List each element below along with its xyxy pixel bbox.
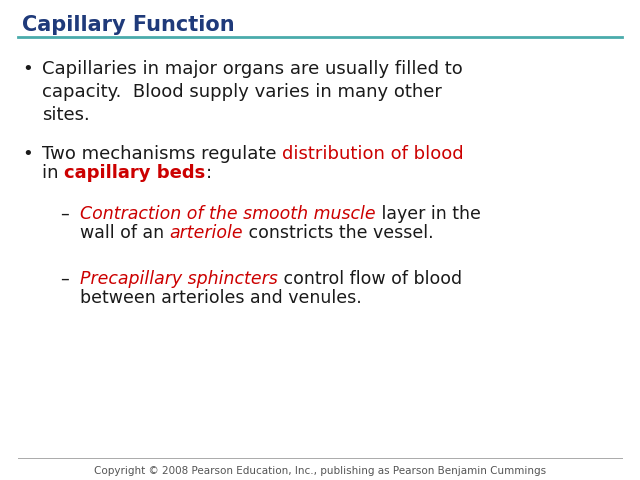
Text: Copyright © 2008 Pearson Education, Inc., publishing as Pearson Benjamin Cumming: Copyright © 2008 Pearson Education, Inc.…: [94, 466, 546, 476]
Text: layer in the: layer in the: [376, 205, 481, 223]
Text: Two mechanisms regulate: Two mechanisms regulate: [42, 145, 282, 163]
Text: Contraction of the smooth muscle: Contraction of the smooth muscle: [80, 205, 376, 223]
Text: arteriole: arteriole: [170, 224, 243, 242]
Text: –: –: [60, 205, 68, 223]
Text: wall of an: wall of an: [80, 224, 170, 242]
Text: Precapillary sphincters: Precapillary sphincters: [80, 270, 278, 288]
Text: Capillaries in major organs are usually filled to
capacity.  Blood supply varies: Capillaries in major organs are usually …: [42, 60, 463, 124]
Text: constricts the vessel.: constricts the vessel.: [243, 224, 434, 242]
Text: •: •: [22, 60, 33, 78]
Text: control flow of blood: control flow of blood: [278, 270, 462, 288]
Text: between arterioles and venules.: between arterioles and venules.: [80, 289, 362, 307]
Text: distribution of blood: distribution of blood: [282, 145, 464, 163]
Text: •: •: [22, 145, 33, 163]
Text: in: in: [42, 164, 64, 182]
Text: :: :: [205, 164, 212, 182]
Text: capillary beds: capillary beds: [64, 164, 205, 182]
Text: Capillary Function: Capillary Function: [22, 15, 235, 35]
Text: –: –: [60, 270, 68, 288]
